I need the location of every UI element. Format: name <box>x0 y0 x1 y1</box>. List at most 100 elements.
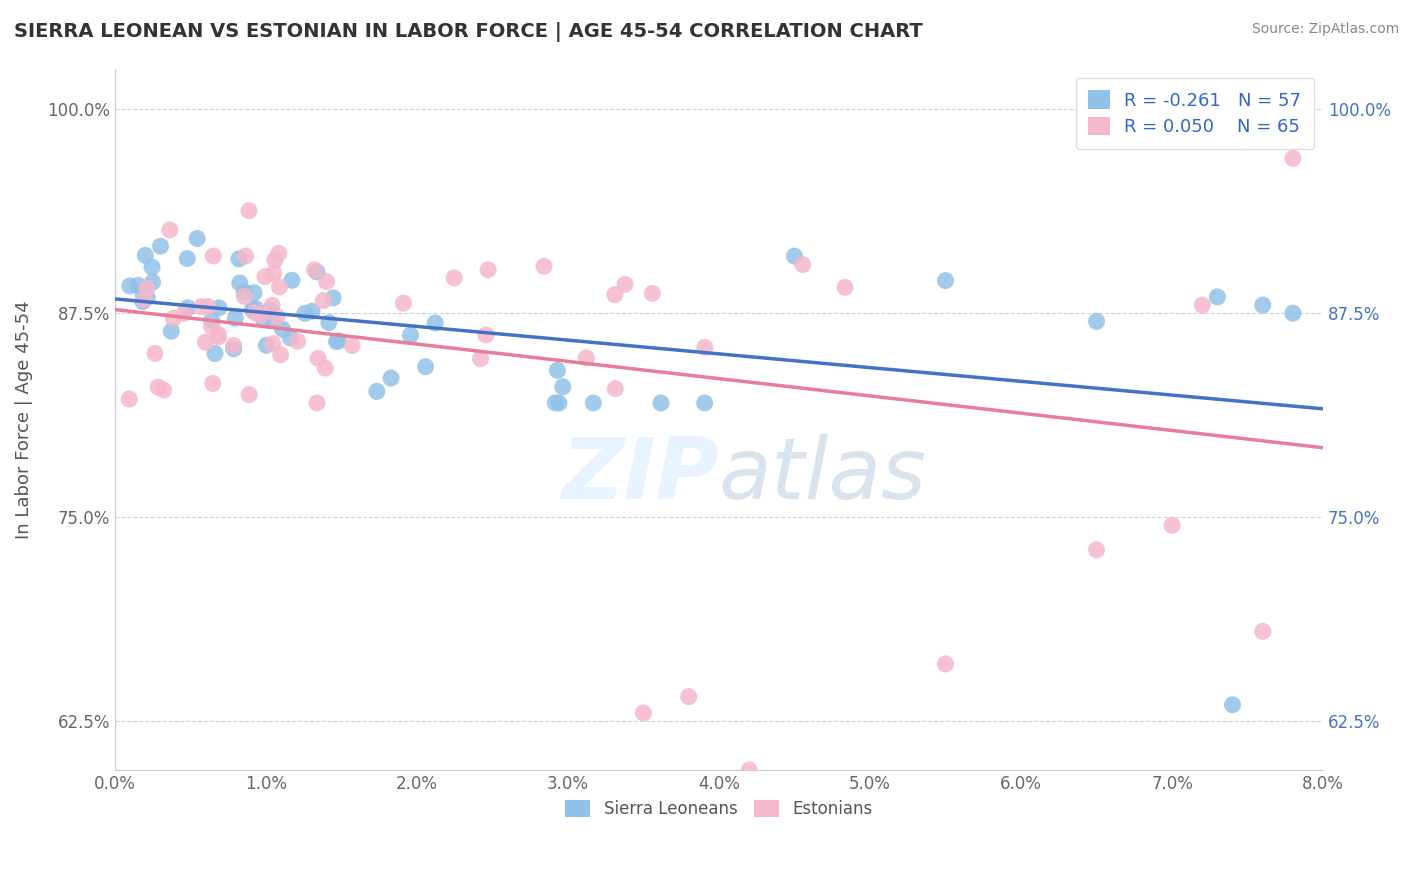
Point <box>207 327 229 342</box>
Point <box>259 303 281 318</box>
Point <box>551 380 574 394</box>
Point <box>366 384 388 399</box>
Point <box>693 396 716 410</box>
Point <box>325 334 347 349</box>
Point <box>238 203 260 218</box>
Point <box>301 304 323 318</box>
Point <box>271 322 294 336</box>
Point <box>176 252 198 266</box>
Point <box>1161 518 1184 533</box>
Point <box>443 270 465 285</box>
Point <box>738 763 761 777</box>
Point <box>152 383 174 397</box>
Point <box>197 300 219 314</box>
Point <box>475 327 498 342</box>
Point <box>118 278 141 293</box>
Text: atlas: atlas <box>718 434 927 516</box>
Point <box>934 274 956 288</box>
Point <box>262 312 284 326</box>
Text: ZIP: ZIP <box>561 434 718 516</box>
Point <box>322 291 344 305</box>
Point <box>1251 624 1274 639</box>
Point <box>318 316 340 330</box>
Point <box>201 313 224 327</box>
Point <box>294 306 316 320</box>
Point <box>1085 314 1108 328</box>
Point <box>267 246 290 260</box>
Point <box>201 376 224 391</box>
Point <box>1236 135 1258 149</box>
Point <box>177 301 200 315</box>
Point <box>222 342 245 356</box>
Point <box>262 336 284 351</box>
Point <box>134 293 156 307</box>
Point <box>328 334 350 348</box>
Point <box>641 286 664 301</box>
Point <box>650 396 672 410</box>
Point <box>202 249 225 263</box>
Point <box>173 306 195 320</box>
Point <box>135 281 157 295</box>
Point <box>228 252 250 266</box>
Point <box>834 280 856 294</box>
Legend: Sierra Leoneans, Estonians: Sierra Leoneans, Estonians <box>558 793 879 825</box>
Point <box>142 275 165 289</box>
Point <box>266 310 288 324</box>
Point <box>162 311 184 326</box>
Y-axis label: In Labor Force | Age 45-54: In Labor Force | Age 45-54 <box>15 300 32 539</box>
Point <box>270 348 292 362</box>
Point <box>146 380 169 394</box>
Point <box>1282 151 1305 165</box>
Point <box>280 331 302 345</box>
Point <box>141 260 163 275</box>
Point <box>233 285 256 299</box>
Point <box>235 249 257 263</box>
Point <box>633 706 655 720</box>
Point <box>547 396 569 410</box>
Point <box>603 287 626 301</box>
Point <box>263 266 285 280</box>
Point <box>1251 298 1274 312</box>
Point <box>160 324 183 338</box>
Point <box>477 262 499 277</box>
Point <box>252 312 274 326</box>
Point <box>254 338 277 352</box>
Point <box>934 657 956 671</box>
Point <box>224 311 246 326</box>
Point <box>575 351 598 365</box>
Point <box>250 308 273 322</box>
Point <box>238 387 260 401</box>
Point <box>208 301 231 315</box>
Point <box>190 300 212 314</box>
Point <box>342 338 364 352</box>
Point <box>1282 306 1305 320</box>
Point <box>201 319 224 334</box>
Point <box>132 294 155 309</box>
Point <box>304 263 326 277</box>
Point <box>678 690 700 704</box>
Point <box>392 296 415 310</box>
Point <box>159 223 181 237</box>
Point <box>243 306 266 320</box>
Point <box>143 346 166 360</box>
Point <box>544 396 567 410</box>
Point <box>204 346 226 360</box>
Point <box>134 248 156 262</box>
Point <box>118 392 141 406</box>
Point <box>287 334 309 349</box>
Point <box>262 298 284 312</box>
Text: Source: ZipAtlas.com: Source: ZipAtlas.com <box>1251 22 1399 37</box>
Point <box>1206 290 1229 304</box>
Point <box>314 361 336 376</box>
Point <box>136 291 159 305</box>
Point <box>207 330 229 344</box>
Point <box>194 335 217 350</box>
Point <box>186 231 208 245</box>
Point <box>614 277 637 292</box>
Point <box>1191 298 1213 312</box>
Point <box>245 301 267 316</box>
Point <box>1222 698 1244 712</box>
Text: SIERRA LEONEAN VS ESTONIAN IN LABOR FORCE | AGE 45-54 CORRELATION CHART: SIERRA LEONEAN VS ESTONIAN IN LABOR FORC… <box>14 22 922 42</box>
Point <box>229 276 252 290</box>
Point <box>533 260 555 274</box>
